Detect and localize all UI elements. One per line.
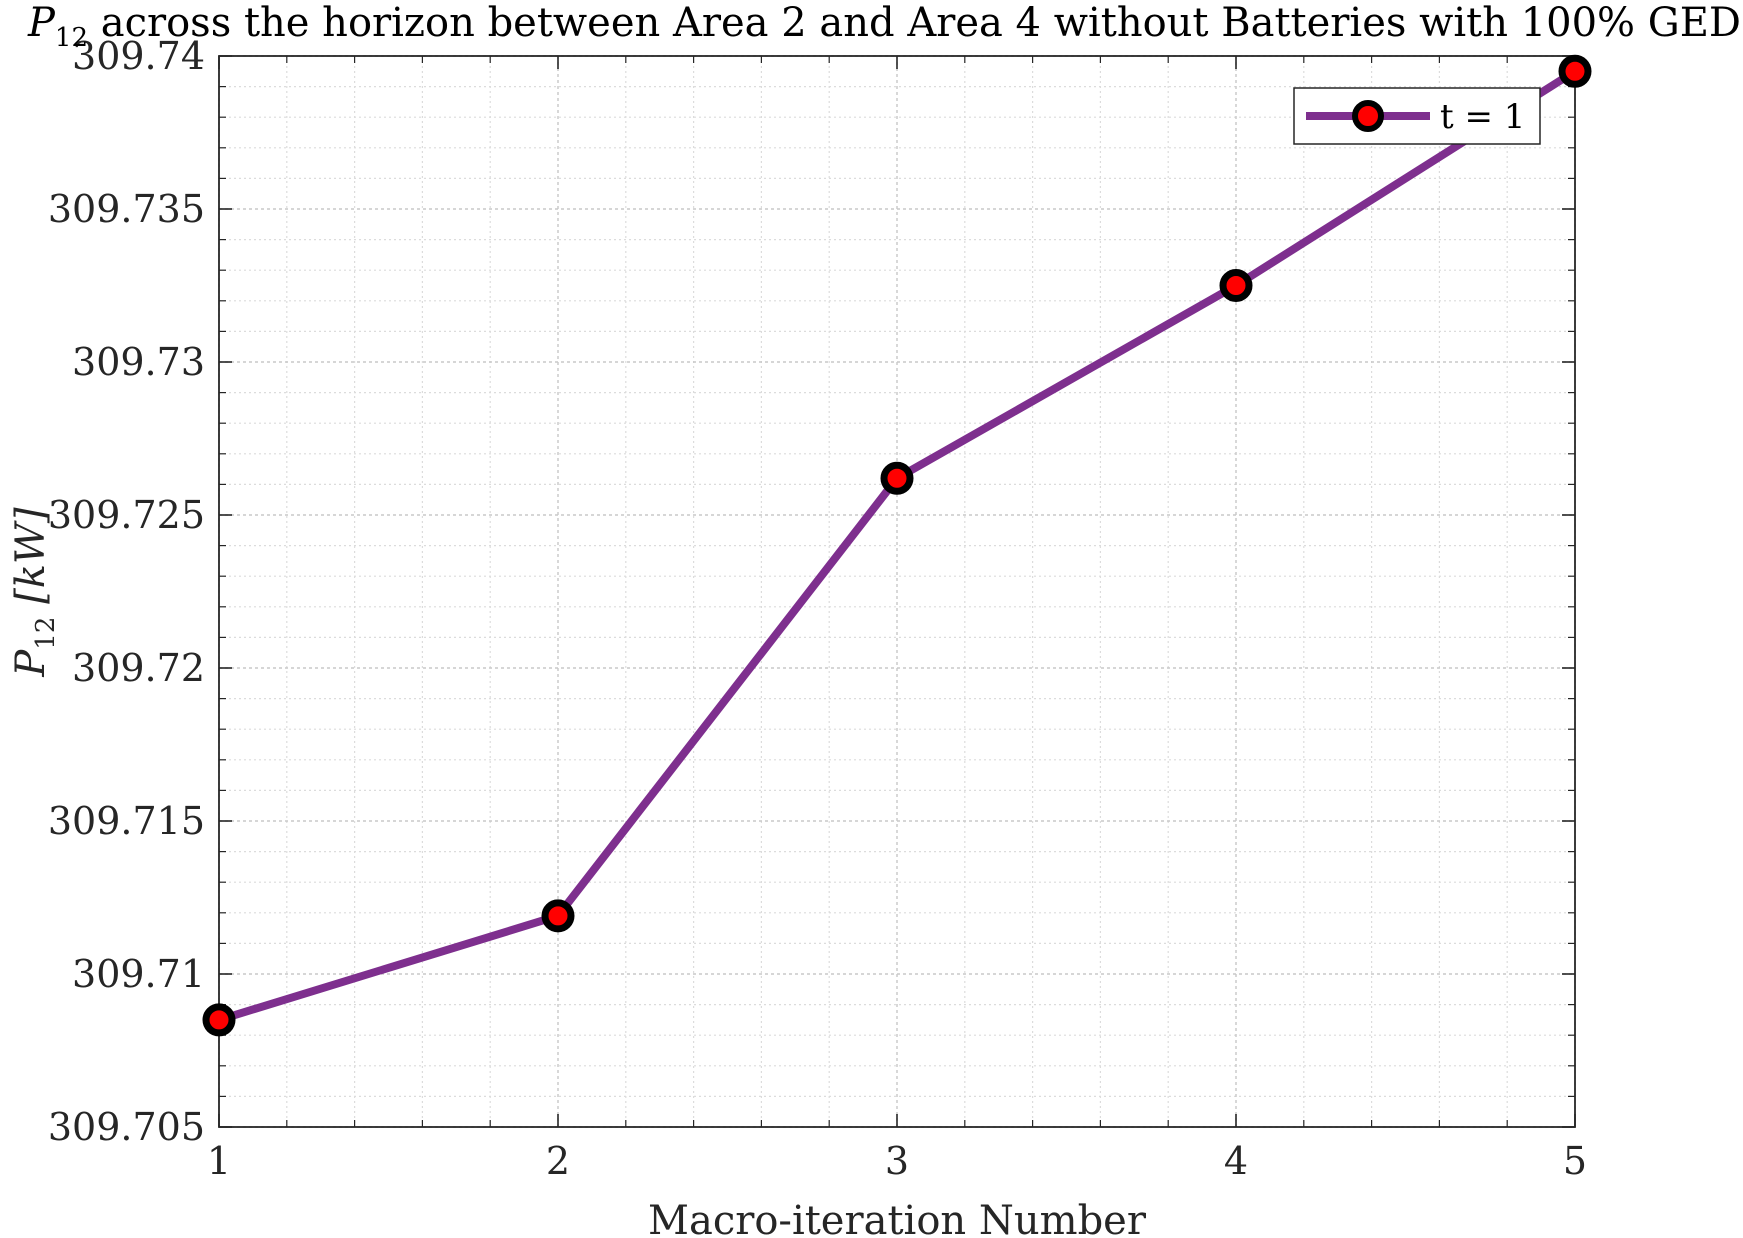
ylabel-symbol: P	[8, 649, 54, 678]
y-tick-label: 309.73	[72, 340, 205, 384]
minor-grid	[219, 56, 1575, 1127]
y-tick-label: 309.72	[72, 646, 205, 690]
data-point	[880, 461, 914, 495]
x-tick-label: 5	[1563, 1139, 1587, 1183]
x-tick-label: 1	[207, 1139, 231, 1183]
x-tick-label: 3	[885, 1139, 909, 1183]
data-point	[1219, 269, 1253, 302]
x-tick-label: 2	[546, 1139, 570, 1183]
ylabel-unit: [kW]	[8, 507, 54, 617]
title-subscript: 12	[55, 23, 88, 53]
x-axis-title: Macro-iteration Number	[648, 1198, 1147, 1238]
legend-label: t = 1	[1440, 97, 1525, 137]
y-tick-label: 309.705	[48, 1105, 205, 1149]
y-tick-label: 309.74	[72, 34, 205, 78]
series-layer	[202, 54, 1592, 1037]
data-point	[541, 899, 575, 933]
ticks: 1 2 3 4 5 309.705 309.71 309.715 309.72 309.725 30…	[48, 34, 1587, 1183]
title-text: across the horizon between Area 2 and Ar…	[88, 0, 1741, 46]
legend-marker-swatch	[1352, 100, 1384, 132]
legend: t = 1	[1293, 87, 1541, 145]
y-tick-label: 309.715	[48, 799, 205, 843]
y-tick-label: 309.71	[72, 952, 205, 996]
y-axis-title: P12 [kW]	[8, 507, 61, 678]
data-point	[202, 1003, 236, 1037]
y-tick-label: 309.725	[48, 493, 205, 537]
title-symbol: P	[27, 0, 56, 46]
x-tick-label: 4	[1224, 1139, 1248, 1183]
y-tick-label: 309.735	[48, 187, 205, 231]
chart-title: P12 across the horizon between Area 2 an…	[27, 0, 1741, 53]
ylabel-subscript: 12	[31, 617, 61, 650]
data-point	[1558, 54, 1592, 88]
